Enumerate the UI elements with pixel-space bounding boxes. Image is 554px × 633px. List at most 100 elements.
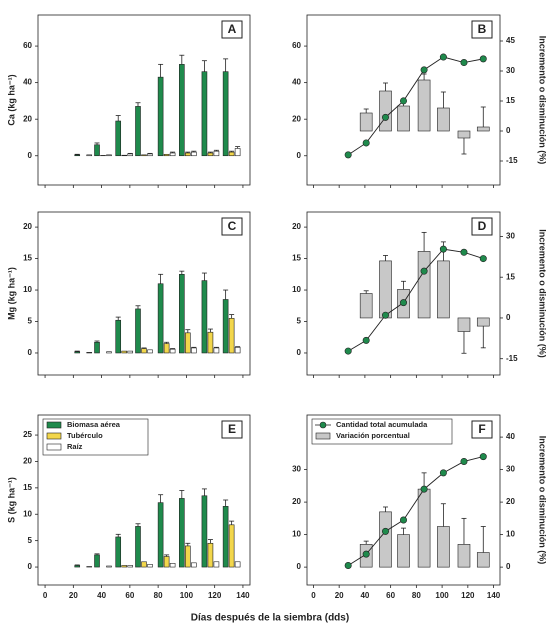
point xyxy=(460,248,468,256)
point xyxy=(381,527,389,535)
point xyxy=(479,453,487,461)
panel-letter: A xyxy=(228,22,237,36)
bar xyxy=(106,565,112,568)
legend-swatch xyxy=(46,443,62,451)
bar xyxy=(228,318,235,354)
legend-swatch xyxy=(46,421,62,429)
point xyxy=(479,55,487,63)
x-tick-label: 120 xyxy=(208,591,222,600)
bar xyxy=(228,524,235,568)
y-tick-label: 40 xyxy=(23,78,32,87)
x-tick-label: 60 xyxy=(125,591,134,600)
plot-frame xyxy=(37,414,251,586)
legend-marker xyxy=(319,421,327,429)
point xyxy=(439,245,447,253)
bar xyxy=(179,274,185,354)
y-tick-label: 20 xyxy=(292,114,301,123)
y2-tick-label: 45 xyxy=(506,36,515,45)
plot-frame xyxy=(37,211,251,376)
bar xyxy=(222,506,229,568)
bar xyxy=(74,565,81,568)
plot-frame xyxy=(37,14,251,186)
bar xyxy=(437,107,450,132)
y-tick-label: 60 xyxy=(292,41,301,50)
bar xyxy=(476,126,490,132)
legend-label: Tubérculo xyxy=(67,431,103,440)
y-tick-label: 0 xyxy=(297,562,302,571)
y-tick-label: 10 xyxy=(23,509,32,518)
bar xyxy=(476,317,490,327)
x-tick-label: 0 xyxy=(311,591,316,600)
y-tick-label: 60 xyxy=(23,41,32,50)
bar xyxy=(379,90,392,132)
bar xyxy=(185,152,191,157)
y2-axis-label: Incremento o disminución (%) xyxy=(538,229,548,358)
bar xyxy=(179,498,185,568)
bar xyxy=(476,552,490,568)
plot-frame xyxy=(306,414,501,586)
bar xyxy=(169,563,176,568)
point xyxy=(399,516,407,524)
y2-tick-label: 20 xyxy=(506,497,515,506)
y-tick-label: 20 xyxy=(23,457,32,466)
legend-box xyxy=(311,418,453,445)
y2-tick-label: 15 xyxy=(506,96,515,105)
bar xyxy=(163,343,170,354)
point xyxy=(420,267,428,275)
bar xyxy=(228,151,235,157)
bar xyxy=(201,280,208,354)
bar xyxy=(207,542,214,568)
bar xyxy=(169,348,176,354)
panel-letter-box xyxy=(471,420,493,439)
bar xyxy=(115,120,122,157)
bar xyxy=(191,562,197,568)
bar xyxy=(437,526,450,568)
legend-swatch xyxy=(315,432,331,440)
legend-label: Raíz xyxy=(67,442,83,451)
bar xyxy=(135,106,141,157)
line xyxy=(347,56,484,156)
y-axis-label: Mg (kg ha⁻¹) xyxy=(6,267,16,320)
bar xyxy=(213,347,220,354)
y2-tick-label: 0 xyxy=(506,126,511,135)
panel-letter: C xyxy=(228,219,237,233)
panel-letter-box xyxy=(221,217,243,236)
legend-label: Cantidad total acumulada xyxy=(336,420,428,429)
y2-tick-label: 0 xyxy=(506,313,511,322)
legend-label: Variación porcentual xyxy=(336,431,410,440)
x-tick-label: 140 xyxy=(236,591,250,600)
y-tick-label: 15 xyxy=(23,254,32,263)
point xyxy=(344,561,352,569)
y-tick-label: 15 xyxy=(292,254,301,263)
y-tick-label: 25 xyxy=(23,430,32,439)
bar xyxy=(213,150,220,157)
point xyxy=(399,299,407,307)
bar xyxy=(234,561,241,568)
bar xyxy=(127,565,134,568)
x-tick-label: 0 xyxy=(43,591,48,600)
y2-tick-label: -15 xyxy=(506,156,518,165)
x-tick-label: 100 xyxy=(180,591,194,600)
y-tick-label: 40 xyxy=(292,78,301,87)
y-tick-label: 30 xyxy=(292,465,301,474)
bar xyxy=(86,566,93,568)
y-tick-label: 10 xyxy=(23,285,32,294)
bar xyxy=(417,488,431,568)
panel-letter: B xyxy=(478,22,487,36)
bar xyxy=(379,260,392,319)
plot-frame xyxy=(306,14,501,186)
panel-letter: E xyxy=(228,422,236,436)
bar xyxy=(106,351,112,354)
bar xyxy=(213,561,220,568)
bar xyxy=(234,347,241,354)
y-tick-label: 5 xyxy=(28,317,33,326)
y-tick-label: 0 xyxy=(28,348,33,357)
bar xyxy=(141,348,147,354)
point xyxy=(381,113,389,121)
y2-tick-label: 0 xyxy=(506,562,511,571)
y2-tick-label: 10 xyxy=(506,530,515,539)
bar xyxy=(127,350,134,354)
bar xyxy=(437,260,450,319)
y2-tick-label: -15 xyxy=(506,354,518,363)
